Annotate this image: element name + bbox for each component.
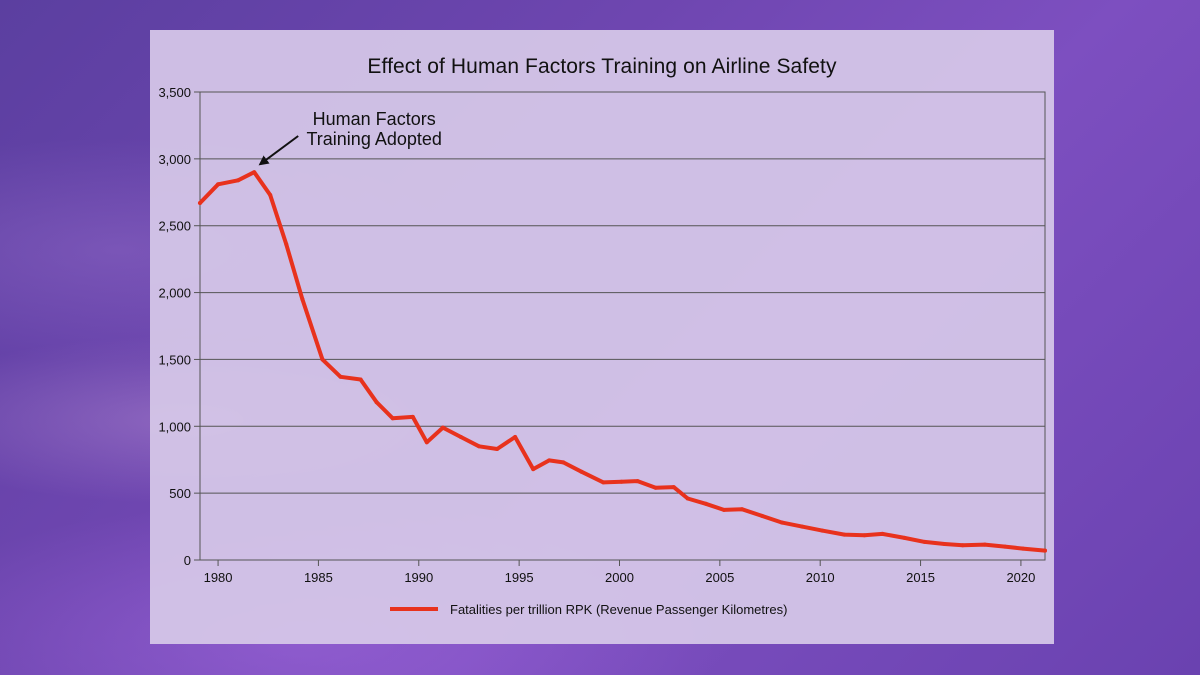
data-point: [390, 416, 395, 421]
data-point: [862, 533, 867, 538]
x-tick-label: 2010: [806, 570, 835, 585]
data-point: [440, 425, 445, 430]
x-tick-label: 2015: [906, 570, 935, 585]
x-tick-label: 1985: [304, 570, 333, 585]
data-point: [820, 528, 825, 533]
gridlines: [200, 158, 1045, 494]
data-point: [619, 479, 624, 484]
x-tick-label: 1980: [204, 570, 233, 585]
series-line: [198, 170, 1047, 553]
data-point: [1020, 546, 1025, 551]
data-point: [579, 469, 584, 474]
data-point: [721, 507, 726, 512]
x-tick-label: 2020: [1006, 570, 1035, 585]
data-point: [531, 467, 536, 472]
data-point: [358, 377, 363, 382]
x-tick-label: 2000: [605, 570, 634, 585]
data-point: [216, 182, 221, 187]
data-point: [760, 513, 764, 518]
data-point: [842, 532, 847, 537]
y-tick-label: 2,000: [158, 286, 191, 301]
annotation-line-1: Human Factors: [313, 109, 436, 129]
annotation: Human Factors Training Adopted: [258, 109, 442, 166]
y-tick-label: 2,500: [158, 219, 191, 234]
data-point: [703, 501, 708, 506]
y-tick-label: 500: [169, 486, 191, 501]
legend-swatch: [390, 607, 438, 611]
data-point: [410, 414, 415, 419]
legend: Fatalities per trillion RPK (Revenue Pas…: [390, 600, 787, 618]
chart-title: Effect of Human Factors Training on Airl…: [367, 55, 837, 78]
data-point: [300, 297, 305, 302]
data-point: [800, 524, 805, 529]
data-point: [495, 447, 500, 451]
plot-area: [199, 91, 1046, 561]
data-point: [1002, 544, 1007, 549]
data-point: [320, 357, 325, 362]
data-point: [671, 485, 676, 490]
data-point: [902, 535, 907, 540]
y-tick-label: 1,500: [158, 352, 191, 367]
data-point: [547, 458, 552, 463]
data-point: [601, 480, 606, 485]
data-point: [198, 201, 202, 205]
data-point: [739, 507, 744, 512]
data-point: [252, 170, 257, 175]
chart-panel: Effect of Human Factors Training on Airl…: [150, 30, 1054, 644]
data-point: [653, 485, 658, 490]
x-tick-label: 1995: [505, 570, 534, 585]
data-point: [458, 435, 463, 439]
data-point: [561, 460, 566, 465]
x-axis-ticks: 1980 1985 1990 1995 2000 2005 2010 2015 2020: [204, 560, 1035, 585]
data-point: [922, 539, 927, 544]
data-point: [284, 242, 289, 247]
data-point: [374, 400, 379, 405]
y-tick-label: 3,500: [158, 85, 191, 100]
series-layer: [198, 170, 1047, 553]
x-tick-label: 2005: [705, 570, 734, 585]
data-point: [635, 479, 640, 484]
data-point: [880, 531, 885, 536]
data-point: [960, 543, 965, 548]
data-point: [268, 193, 273, 197]
data-point: [982, 542, 987, 547]
x-tick-label: 1990: [404, 570, 433, 585]
y-tick-label: 0: [184, 553, 191, 568]
data-point: [685, 496, 690, 501]
y-tick-label: 1,000: [158, 419, 191, 434]
data-point: [513, 435, 518, 439]
data-point: [780, 520, 785, 525]
y-tick-label: 3,000: [158, 152, 191, 167]
data-point: [1043, 548, 1047, 553]
data-point: [942, 542, 947, 546]
data-point: [424, 440, 429, 445]
data-point: [477, 444, 481, 449]
annotation-arrow: [258, 135, 299, 166]
data-point: [338, 374, 343, 379]
legend-label: Fatalities per trillion RPK (Revenue Pas…: [450, 601, 788, 617]
annotation-line-2: Training Adopted: [306, 129, 441, 149]
y-axis-ticks: 0 500 1,000 1,500 2,000 2,500 3,000 3,500: [158, 85, 200, 568]
data-point: [236, 178, 241, 183]
